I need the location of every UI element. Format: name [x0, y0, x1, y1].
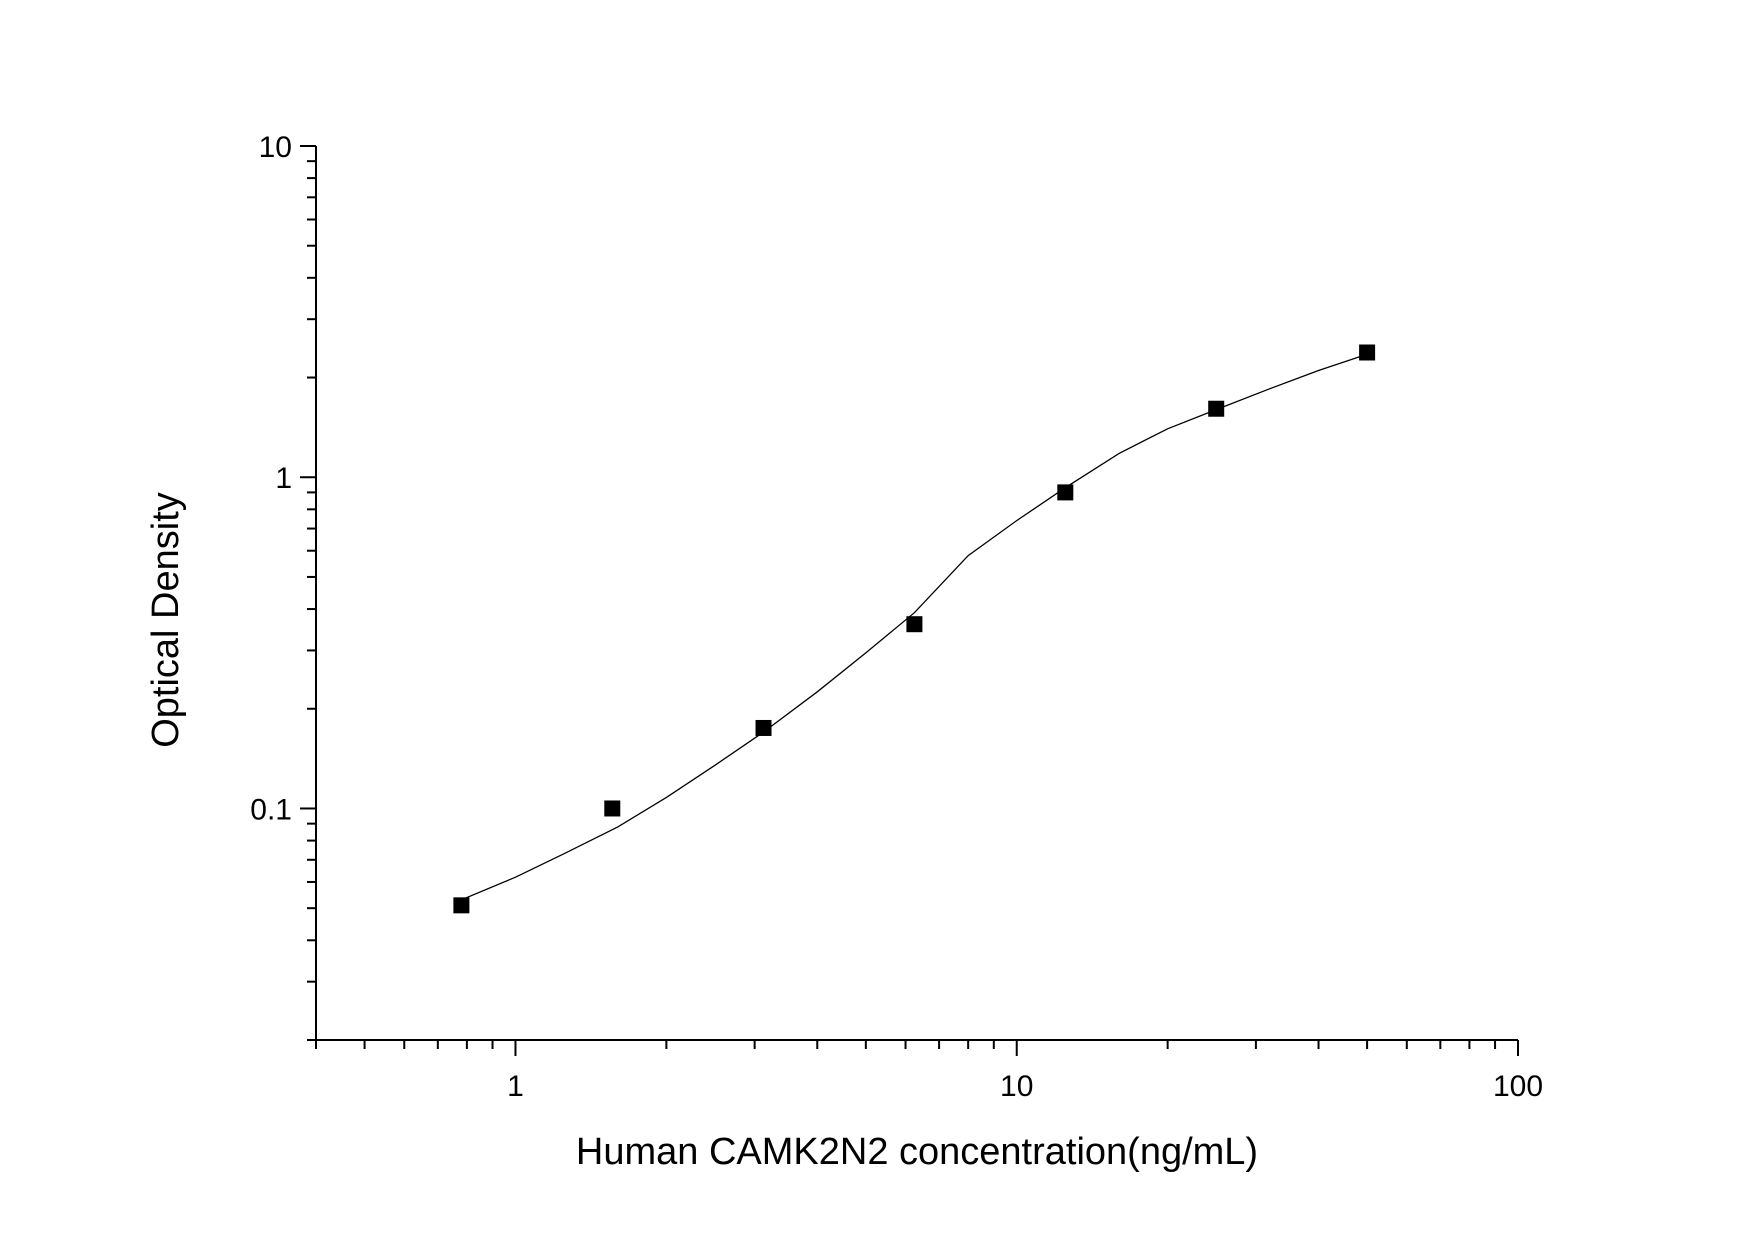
x-tick-label: 100: [1493, 1070, 1543, 1103]
x-tick-label: 10: [1000, 1070, 1033, 1103]
y-tick-labels: 0.1 1 10: [250, 131, 292, 826]
major-ticks: [300, 145, 1519, 1056]
y-tick-label: 1: [275, 462, 292, 495]
data-point: [906, 616, 923, 633]
x-tick-labels: 1 10 100: [507, 1070, 1543, 1103]
data-point: [604, 800, 621, 817]
y-tick-label: 0.1: [250, 793, 292, 826]
data-point: [453, 897, 470, 914]
data-point: [1359, 344, 1376, 361]
minor-ticks: [307, 160, 1497, 1049]
y-tick-label: 10: [259, 131, 292, 164]
y-axis-title: Optical Density: [145, 492, 187, 748]
data-point: [755, 719, 772, 736]
x-axis-title: Human CAMK2N2 concentration(ng/mL): [576, 1131, 1258, 1173]
data-points: [453, 344, 1376, 914]
x-tick-label: 1: [507, 1070, 524, 1103]
data-point: [1208, 400, 1225, 417]
data-point: [1057, 484, 1074, 501]
